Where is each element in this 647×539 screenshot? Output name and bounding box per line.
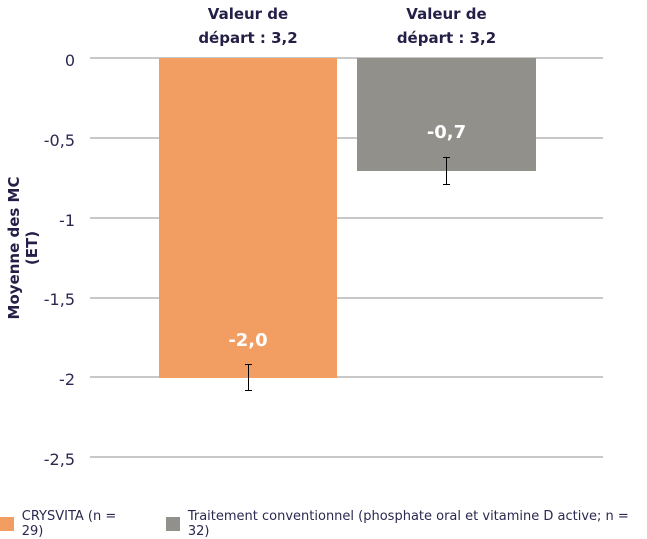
y-tick: 0 bbox=[64, 51, 75, 70]
legend: CRYSVITA (n = 29) Traitement conventionn… bbox=[0, 509, 647, 539]
gridline bbox=[90, 456, 603, 458]
gridline bbox=[90, 57, 603, 59]
gridline bbox=[90, 297, 603, 299]
baseline-note-conventionnel: Valeur de départ : 3,2 bbox=[396, 5, 497, 47]
legend-swatch-crysvita bbox=[0, 517, 14, 531]
gridline bbox=[90, 217, 603, 219]
error-bar-cap bbox=[443, 157, 450, 158]
baseline-note-crysvita: Valeur de départ : 3,2 bbox=[198, 5, 298, 47]
y-tick: -1,5 bbox=[43, 290, 75, 309]
bar-value-label: -2,0 bbox=[228, 330, 268, 351]
legend-swatch-conventionnel bbox=[166, 517, 180, 531]
y-tick: -2,5 bbox=[43, 450, 75, 469]
y-tick: -1 bbox=[59, 211, 75, 230]
bar-conventionnel: -0,7 bbox=[357, 58, 536, 171]
error-bar-cap bbox=[245, 364, 252, 365]
error-bar-crysvita bbox=[248, 364, 249, 391]
y-tick: -0,5 bbox=[43, 131, 75, 150]
legend-label-crysvita: CRYSVITA (n = 29) bbox=[21, 509, 117, 539]
y-tick: -2 bbox=[59, 370, 75, 389]
error-bar-cap bbox=[443, 184, 450, 185]
bar-crysvita: -2,0 bbox=[159, 58, 337, 378]
bar-value-label: -0,7 bbox=[426, 122, 467, 143]
error-bar-cap bbox=[245, 390, 252, 391]
gridline bbox=[90, 376, 603, 378]
gridline bbox=[90, 137, 603, 139]
legend-label-conventionnel: Traitement conventionnel (phosphate oral… bbox=[187, 509, 629, 539]
error-bar-conventionnel bbox=[446, 157, 447, 185]
